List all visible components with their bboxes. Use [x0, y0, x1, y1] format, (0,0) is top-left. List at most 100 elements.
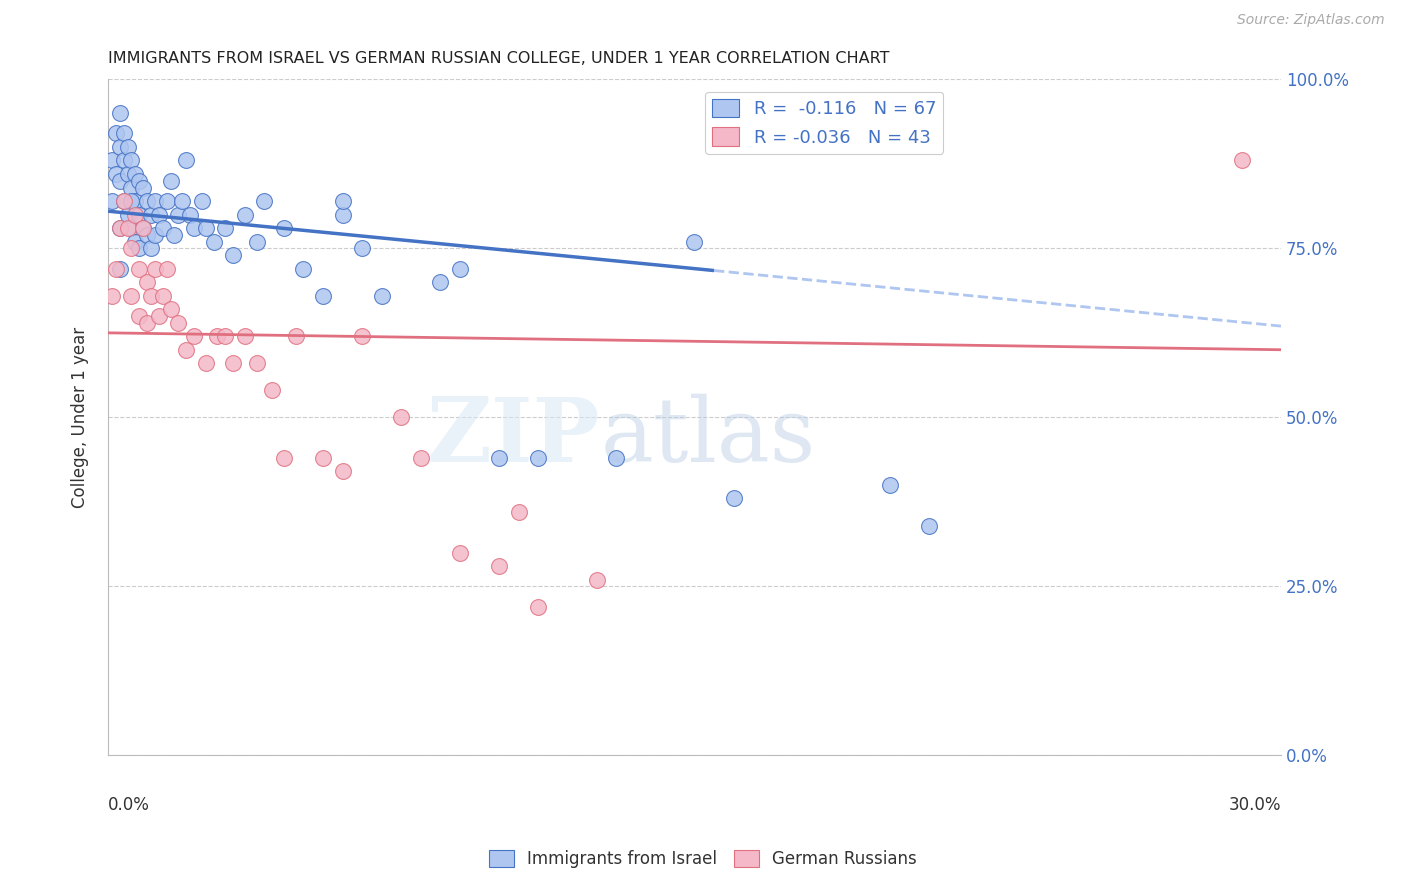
Point	[292, 261, 315, 276]
Point	[179, 208, 201, 222]
Point	[128, 309, 150, 323]
Point	[233, 329, 256, 343]
Point	[132, 180, 155, 194]
Point	[143, 194, 166, 208]
Point	[312, 288, 335, 302]
Point	[194, 221, 217, 235]
Point	[112, 153, 135, 168]
Point	[143, 227, 166, 242]
Point	[222, 248, 245, 262]
Point	[167, 316, 190, 330]
Point	[139, 208, 162, 222]
Point	[104, 261, 127, 276]
Point	[508, 505, 530, 519]
Point	[605, 450, 627, 465]
Point	[112, 194, 135, 208]
Point	[284, 329, 307, 343]
Point	[136, 275, 159, 289]
Point	[108, 221, 131, 235]
Point	[120, 153, 142, 168]
Point	[245, 356, 267, 370]
Point	[332, 465, 354, 479]
Point	[183, 329, 205, 343]
Point	[159, 302, 181, 317]
Point	[163, 227, 186, 242]
Point	[108, 174, 131, 188]
Point	[117, 221, 139, 235]
Point	[352, 241, 374, 255]
Point	[124, 235, 146, 249]
Point	[143, 261, 166, 276]
Point	[174, 153, 197, 168]
Point	[879, 478, 901, 492]
Point	[148, 208, 170, 222]
Point	[124, 194, 146, 208]
Text: ZIP: ZIP	[427, 394, 600, 481]
Point	[585, 573, 607, 587]
Point	[117, 208, 139, 222]
Point	[174, 343, 197, 357]
Point	[253, 194, 276, 208]
Text: atlas: atlas	[600, 394, 815, 482]
Point	[352, 329, 374, 343]
Point	[136, 227, 159, 242]
Point	[245, 235, 267, 249]
Point	[108, 140, 131, 154]
Point	[104, 127, 127, 141]
Point	[104, 167, 127, 181]
Point	[136, 316, 159, 330]
Point	[117, 167, 139, 181]
Point	[683, 235, 706, 249]
Point	[222, 356, 245, 370]
Point	[202, 235, 225, 249]
Point	[128, 208, 150, 222]
Point	[273, 450, 295, 465]
Point	[159, 174, 181, 188]
Point	[132, 221, 155, 235]
Point	[108, 261, 131, 276]
Point	[488, 450, 510, 465]
Point	[124, 167, 146, 181]
Legend: R =  -0.116   N = 67, R = -0.036   N = 43: R = -0.116 N = 67, R = -0.036 N = 43	[704, 92, 943, 154]
Point	[172, 194, 194, 208]
Point	[156, 194, 179, 208]
Point	[449, 545, 471, 559]
Point	[214, 221, 236, 235]
Legend: Immigrants from Israel, German Russians: Immigrants from Israel, German Russians	[482, 843, 924, 875]
Point	[389, 410, 412, 425]
Point	[124, 208, 146, 222]
Point	[191, 194, 214, 208]
Point	[312, 450, 335, 465]
Text: 30.0%: 30.0%	[1229, 796, 1281, 814]
Point	[112, 194, 135, 208]
Point	[112, 127, 135, 141]
Point	[136, 194, 159, 208]
Point	[120, 194, 142, 208]
Point	[527, 599, 550, 614]
Point	[194, 356, 217, 370]
Y-axis label: College, Under 1 year: College, Under 1 year	[72, 326, 89, 508]
Point	[262, 384, 284, 398]
Point	[139, 288, 162, 302]
Point	[429, 275, 451, 289]
Point	[120, 180, 142, 194]
Point	[101, 153, 124, 168]
Point	[152, 288, 174, 302]
Text: Source: ZipAtlas.com: Source: ZipAtlas.com	[1237, 13, 1385, 28]
Point	[152, 221, 174, 235]
Point	[409, 450, 432, 465]
Point	[108, 106, 131, 120]
Point	[332, 194, 354, 208]
Point	[128, 241, 150, 255]
Point	[128, 261, 150, 276]
Point	[207, 329, 229, 343]
Point	[117, 140, 139, 154]
Text: 0.0%: 0.0%	[108, 796, 150, 814]
Point	[183, 221, 205, 235]
Point	[120, 288, 142, 302]
Point	[139, 241, 162, 255]
Point	[370, 288, 392, 302]
Point	[101, 194, 124, 208]
Point	[120, 221, 142, 235]
Point	[214, 329, 236, 343]
